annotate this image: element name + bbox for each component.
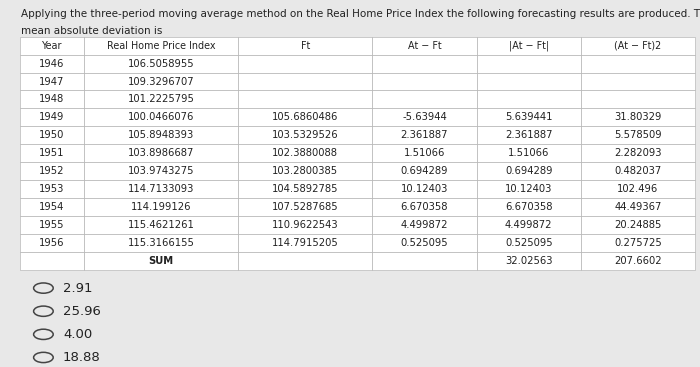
Text: 2.91: 2.91: [63, 281, 92, 295]
Text: 4.00: 4.00: [63, 328, 92, 341]
Text: 18.88: 18.88: [63, 351, 101, 364]
Text: Applying the three-period moving average method on the Real Home Price Index the: Applying the three-period moving average…: [21, 9, 700, 19]
Text: mean absolute deviation is: mean absolute deviation is: [21, 26, 162, 36]
Text: 25.96: 25.96: [63, 305, 101, 318]
